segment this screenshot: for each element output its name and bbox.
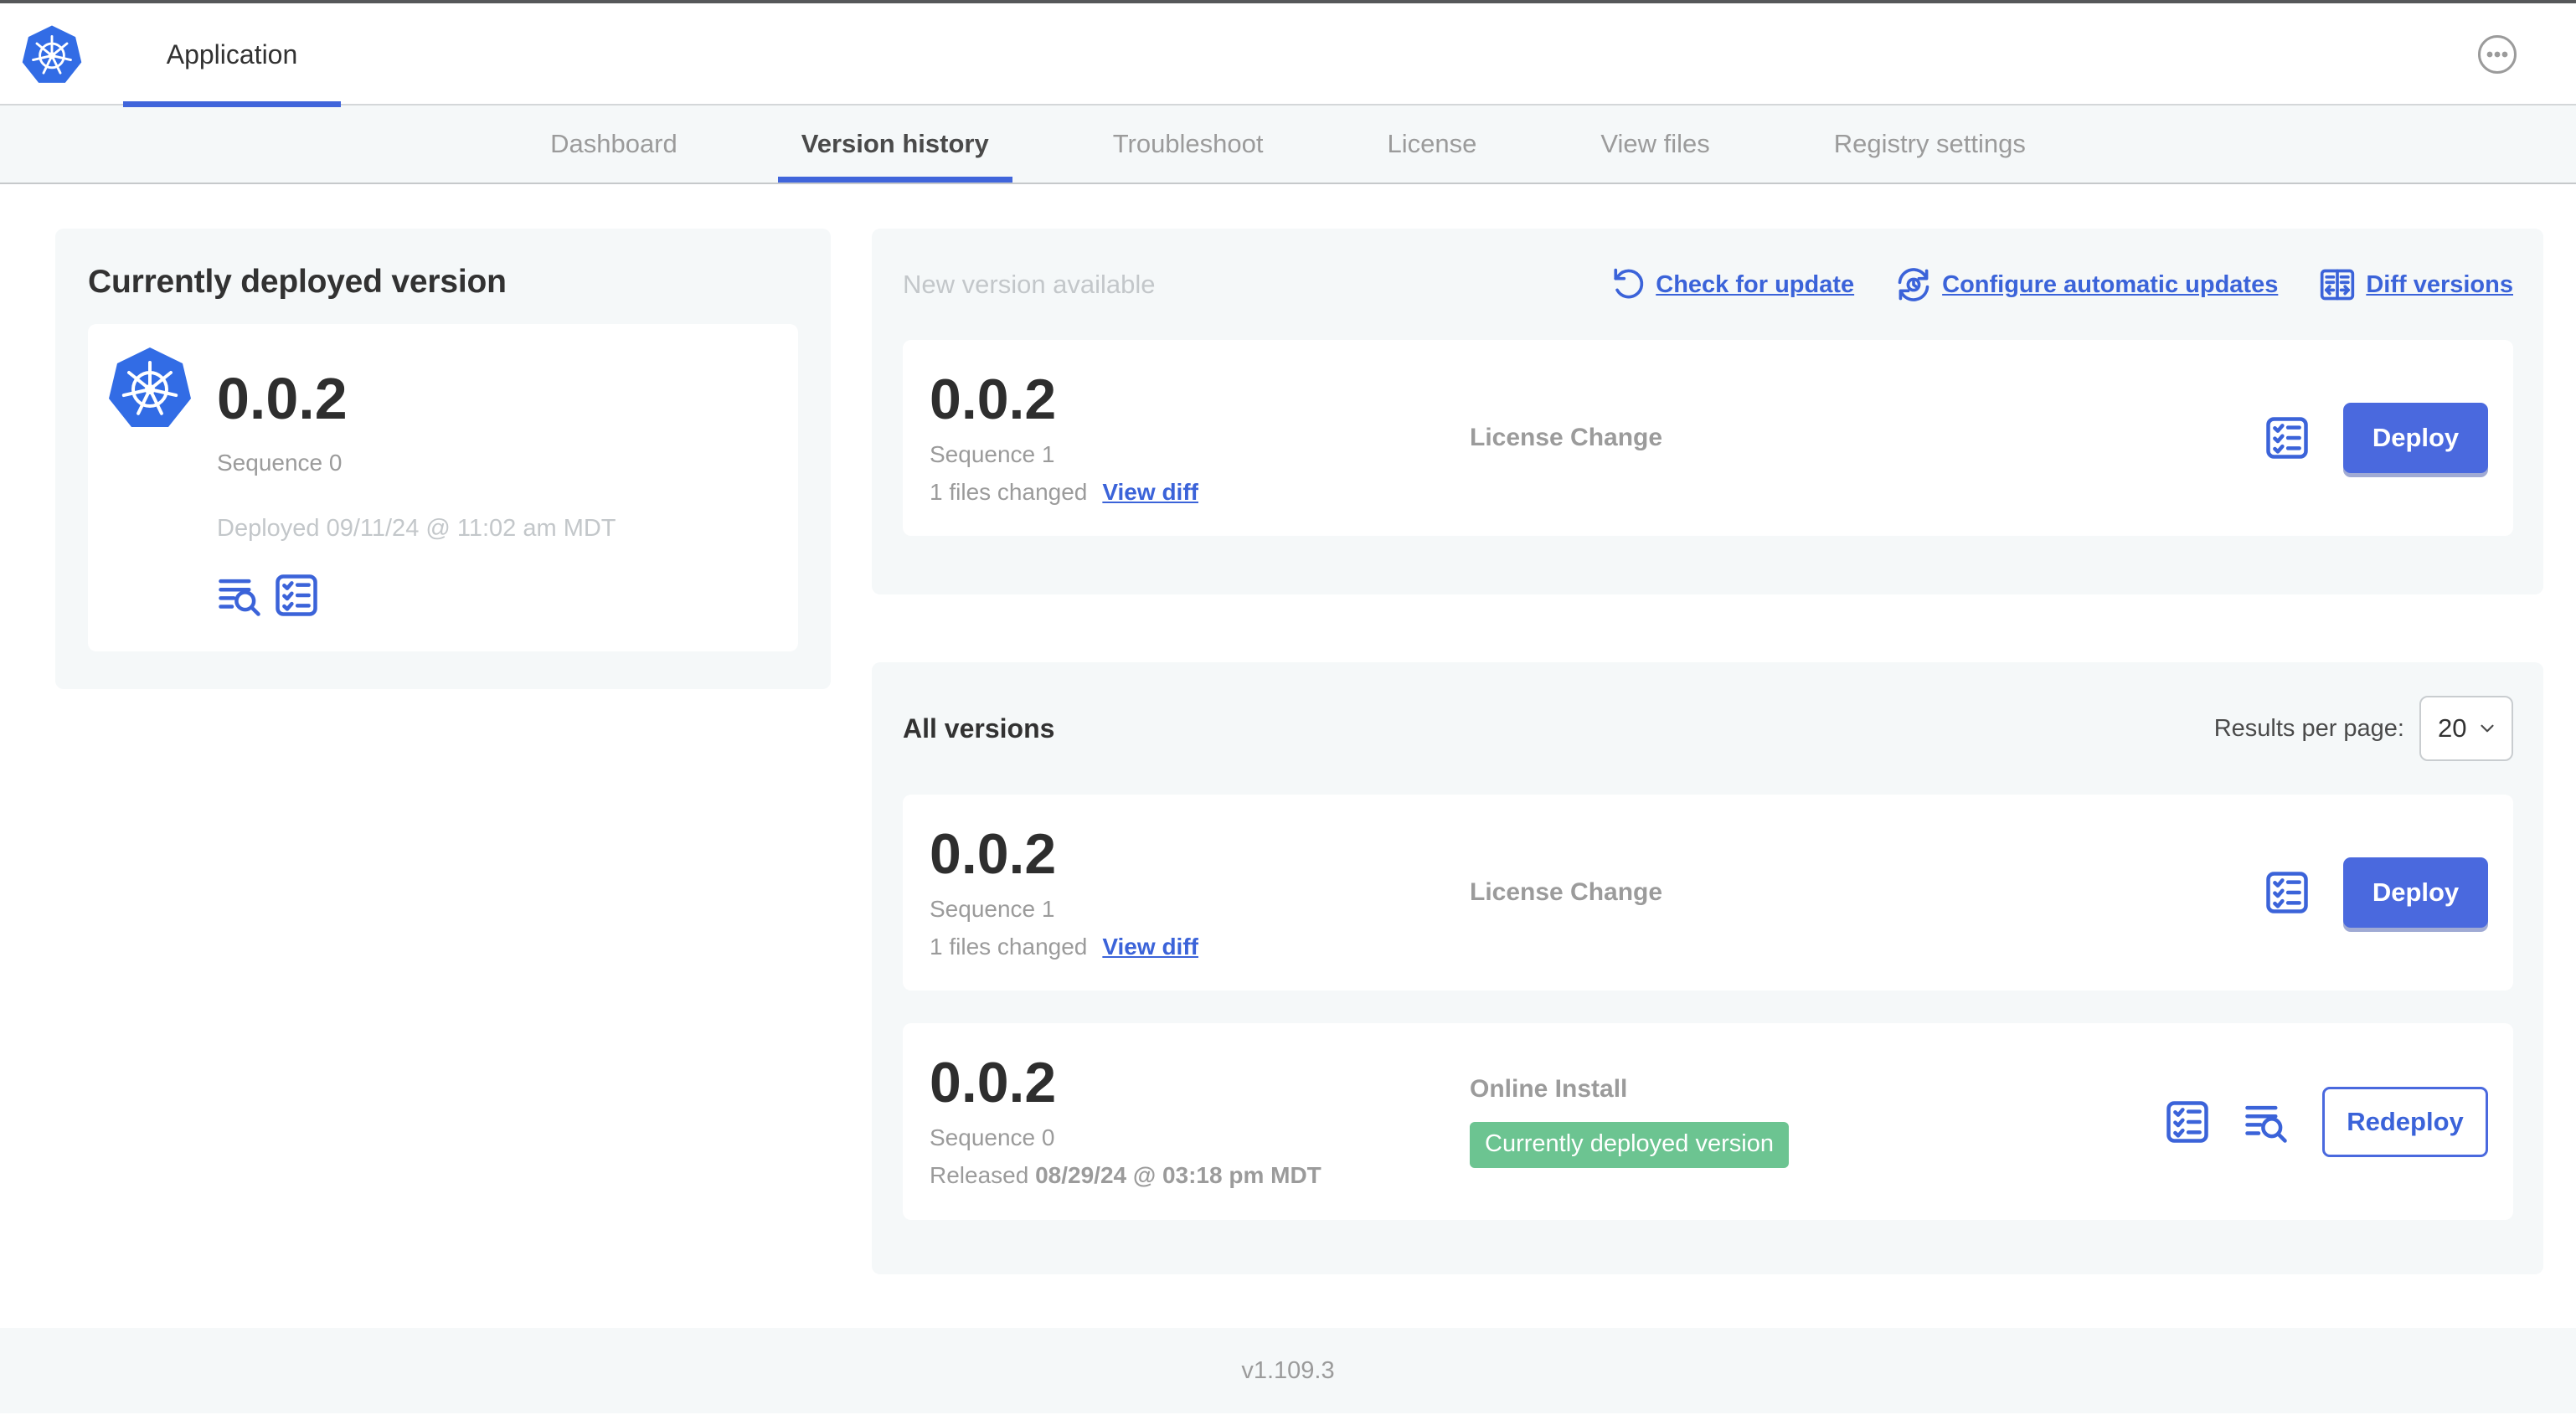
tab-version-history-label: Version history [801, 129, 989, 158]
version-actions: Redeploy [2165, 1086, 2488, 1157]
version-details: 0.0.2 Sequence 1 1 files changed View di… [930, 371, 1470, 506]
version-sequence: Sequence 0 [930, 1124, 1055, 1150]
tab-troubleshoot-label: Troubleshoot [1112, 129, 1264, 158]
currently-deployed-panel: Currently deployed version [55, 229, 831, 689]
right-column: New version available Check for update [872, 229, 2543, 1274]
released-timestamp: Released 08/29/24 @ 03:18 pm MDT [930, 1162, 1470, 1189]
version-row-sequence-1: 0.0.2 Sequence 1 1 files changed View di… [903, 795, 2513, 990]
page-footer: v1.109.3 [0, 1328, 2576, 1413]
preflight-checks-icon[interactable] [2165, 1099, 2210, 1145]
version-sequence: Sequence 1 [930, 440, 1055, 467]
diff-versions-link[interactable]: Diff versions [2319, 266, 2513, 303]
tab-registry-settings[interactable]: Registry settings [1834, 105, 2026, 183]
deployed-sequence: Sequence 0 [217, 450, 343, 476]
redeploy-button[interactable]: Redeploy [2322, 1086, 2488, 1157]
version-sequence: Sequence 1 [930, 895, 1055, 922]
results-per-page-select[interactable]: 20 [2419, 696, 2513, 761]
all-versions-section: All versions Results per page: 20 0.0.2 … [872, 662, 2543, 1274]
results-per-page-label: Results per page: [2213, 714, 2404, 742]
source-label: License Change [1470, 424, 1663, 451]
app-tab-application[interactable]: Application [123, 3, 341, 107]
deploy-button[interactable]: Deploy [2343, 857, 2488, 928]
auto-update-clock-icon [1898, 268, 1929, 301]
view-diff-link[interactable]: View diff [1102, 478, 1198, 505]
view-logs-icon[interactable] [217, 573, 262, 618]
version-number: 0.0.2 [930, 367, 1057, 431]
currently-deployed-card: 0.0.2 Sequence 0 Deployed 09/11/24 @ 11:… [88, 324, 798, 651]
results-per-page: Results per page: 20 [2214, 696, 2513, 761]
app-header: Application [0, 3, 2576, 107]
configure-automatic-updates-link[interactable]: Configure automatic updates [1895, 266, 2278, 303]
refresh-ccw-icon [1614, 268, 1644, 299]
tab-license-label: License [1387, 129, 1477, 158]
source-label: License Change [1470, 878, 1663, 906]
window-top-strip [0, 0, 2576, 3]
diff-versions-label: Diff versions [2366, 270, 2513, 298]
version-number: 0.0.2 [930, 821, 1057, 886]
new-version-card: 0.0.2 Sequence 1 1 files changed View di… [903, 340, 2513, 536]
kubernetes-app-icon [108, 346, 192, 430]
version-actions: Deploy [2264, 857, 2488, 928]
version-source: Online Install Currently deployed versio… [1470, 1075, 2165, 1168]
diff-icon [2321, 269, 2355, 301]
preflight-checks-icon[interactable] [2264, 415, 2310, 461]
app-subnav: Dashboard Version history Troubleshoot L… [0, 105, 2576, 184]
tab-license[interactable]: License [1388, 105, 1477, 183]
update-links: Check for update Configure automatic upd… [1609, 266, 2513, 303]
released-prefix: Released [930, 1162, 1036, 1188]
view-logs-icon[interactable] [2244, 1099, 2289, 1145]
more-options-icon[interactable] [2477, 34, 2517, 75]
deploy-button[interactable]: Deploy [2343, 403, 2488, 473]
tab-dashboard[interactable]: Dashboard [550, 105, 677, 183]
check-for-update-link[interactable]: Check for update [1609, 266, 1854, 303]
files-changed-label: 1 files changed [930, 478, 1088, 505]
version-source: License Change [1470, 424, 2264, 452]
chevron-down-icon [2481, 724, 2494, 733]
files-changed-row: 1 files changed View diff [930, 479, 1470, 506]
files-changed-label: 1 files changed [930, 933, 1088, 960]
main-content: Currently deployed version [0, 184, 2576, 1328]
deployed-timestamp: Deployed 09/11/24 @ 11:02 am MDT [217, 515, 616, 542]
tab-version-history[interactable]: Version history [777, 105, 1012, 183]
files-changed-row: 1 files changed View diff [930, 934, 1470, 960]
version-actions: Deploy [2264, 403, 2488, 473]
new-version-header: New version available Check for update [903, 266, 2513, 303]
version-details: 0.0.2 Sequence 0 Released 08/29/24 @ 03:… [930, 1054, 1470, 1189]
deployed-info: 0.0.2 Sequence 0 Deployed 09/11/24 @ 11:… [217, 346, 616, 618]
version-details: 0.0.2 Sequence 1 1 files changed View di… [930, 826, 1470, 960]
version-number: 0.0.2 [930, 1051, 1057, 1114]
tab-troubleshoot[interactable]: Troubleshoot [1113, 105, 1264, 183]
new-version-section: New version available Check for update [872, 229, 2543, 594]
version-source: License Change [1470, 878, 2264, 907]
console-version: v1.109.3 [1241, 1356, 1335, 1384]
deployed-actions [217, 573, 616, 618]
preflight-checks-icon[interactable] [2264, 870, 2310, 915]
currently-deployed-title: Currently deployed version [88, 264, 507, 300]
released-date: 08/29/24 @ 03:18 pm MDT [1035, 1162, 1321, 1188]
tab-dashboard-label: Dashboard [550, 129, 677, 158]
all-versions-title: All versions [903, 713, 1055, 744]
check-for-update-label: Check for update [1656, 270, 1855, 298]
deployed-version-number: 0.0.2 [217, 366, 348, 431]
results-per-page-value: 20 [2438, 713, 2467, 743]
tab-view-files-label: View files [1600, 129, 1710, 158]
source-label: Online Install [1470, 1075, 1628, 1103]
currently-deployed-badge: Currently deployed version [1470, 1122, 1789, 1168]
tab-registry-settings-label: Registry settings [1833, 129, 2026, 158]
app-tab-label: Application [166, 39, 298, 69]
preflight-checks-icon[interactable] [274, 573, 319, 618]
configure-automatic-updates-label: Configure automatic updates [1942, 270, 2279, 298]
all-versions-header: All versions Results per page: 20 [903, 696, 2513, 761]
version-row-sequence-0: 0.0.2 Sequence 0 Released 08/29/24 @ 03:… [903, 1023, 2513, 1220]
new-version-title: New version available [903, 270, 1156, 299]
kubernetes-logo-icon [22, 24, 82, 85]
view-diff-link[interactable]: View diff [1102, 933, 1198, 960]
tab-view-files[interactable]: View files [1600, 105, 1709, 183]
